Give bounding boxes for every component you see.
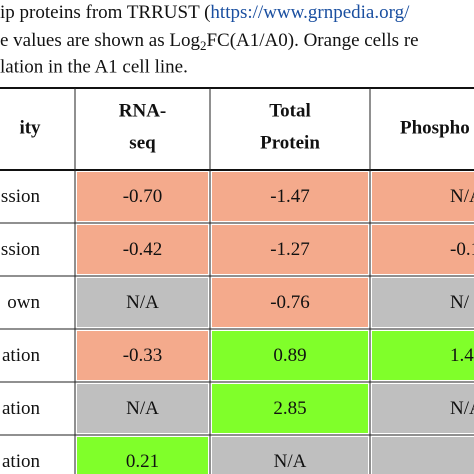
caption-line: lation in the A1 cell line. bbox=[0, 56, 188, 77]
caption-text: e values are shown as Log bbox=[0, 30, 200, 51]
header-text: Protein bbox=[260, 132, 320, 153]
cell-value: 0.21 bbox=[126, 451, 159, 472]
cell-value: 2.85 bbox=[273, 398, 306, 419]
cell-value: 0.89 bbox=[273, 345, 306, 366]
row-label: ation bbox=[2, 398, 40, 419]
cell-value: N/ bbox=[450, 292, 470, 313]
cell-fill bbox=[77, 172, 208, 221]
row-label: own bbox=[7, 292, 40, 313]
cell-fill bbox=[372, 225, 474, 274]
row-label: ssion bbox=[1, 186, 41, 207]
header-text: seq bbox=[129, 132, 156, 153]
cell-value: N/A bbox=[450, 186, 474, 207]
cell-fill bbox=[212, 278, 368, 327]
header-text: Total bbox=[269, 100, 311, 121]
cell-value: -1.47 bbox=[270, 186, 310, 207]
cell-value: 1.4 bbox=[450, 345, 474, 366]
cell-value: -0.33 bbox=[123, 345, 163, 366]
cell-fill bbox=[212, 172, 368, 221]
cell-value: N/A bbox=[450, 398, 474, 419]
cell-value: N/A bbox=[126, 398, 159, 419]
header-text: RNA- bbox=[119, 100, 167, 121]
cell-fill bbox=[372, 278, 474, 327]
cell-value: -0.1 bbox=[450, 239, 474, 260]
cell-fill bbox=[212, 384, 368, 433]
row-label: ation bbox=[2, 345, 40, 366]
caption-line: ip proteins from TRRUST (https://www.grn… bbox=[0, 2, 410, 23]
row-label: ation bbox=[2, 451, 40, 472]
cell-fill bbox=[212, 437, 368, 474]
cell-fill bbox=[77, 384, 208, 433]
header-text: Phospho bbox=[400, 117, 470, 138]
header-text: ity bbox=[19, 117, 41, 138]
cell-fill bbox=[77, 278, 208, 327]
cell-value: -0.70 bbox=[123, 186, 163, 207]
cell-fill bbox=[372, 331, 474, 380]
cell-fill bbox=[77, 331, 208, 380]
caption-text: FC(A1/A0). Orange cells re bbox=[206, 30, 418, 51]
subscript: 2 bbox=[200, 38, 207, 53]
caption-link[interactable]: https://www.grnpedia.org/ bbox=[210, 2, 410, 23]
caption-text: ip proteins from TRRUST ( bbox=[0, 2, 210, 23]
cell-fill bbox=[212, 331, 368, 380]
cell-fill bbox=[372, 172, 474, 221]
cell-fill bbox=[212, 225, 368, 274]
cell-fill bbox=[77, 437, 208, 474]
cell-value: N/A bbox=[126, 292, 159, 313]
table: ity RNA-seq Total Protein Phospho ssion -0.70 -… bbox=[0, 87, 474, 474]
cell-fill bbox=[372, 384, 474, 433]
cell-value: N/A bbox=[274, 451, 307, 472]
caption-line: e values are shown as Log2FC(A1/A0). Ora… bbox=[0, 30, 419, 53]
row-label: ssion bbox=[1, 239, 41, 260]
cell-value: -1.27 bbox=[270, 239, 310, 260]
cell-value: -0.76 bbox=[270, 292, 310, 313]
cell-fill bbox=[77, 225, 208, 274]
cell-value: -0.42 bbox=[123, 239, 163, 260]
cell-fill bbox=[372, 437, 474, 474]
